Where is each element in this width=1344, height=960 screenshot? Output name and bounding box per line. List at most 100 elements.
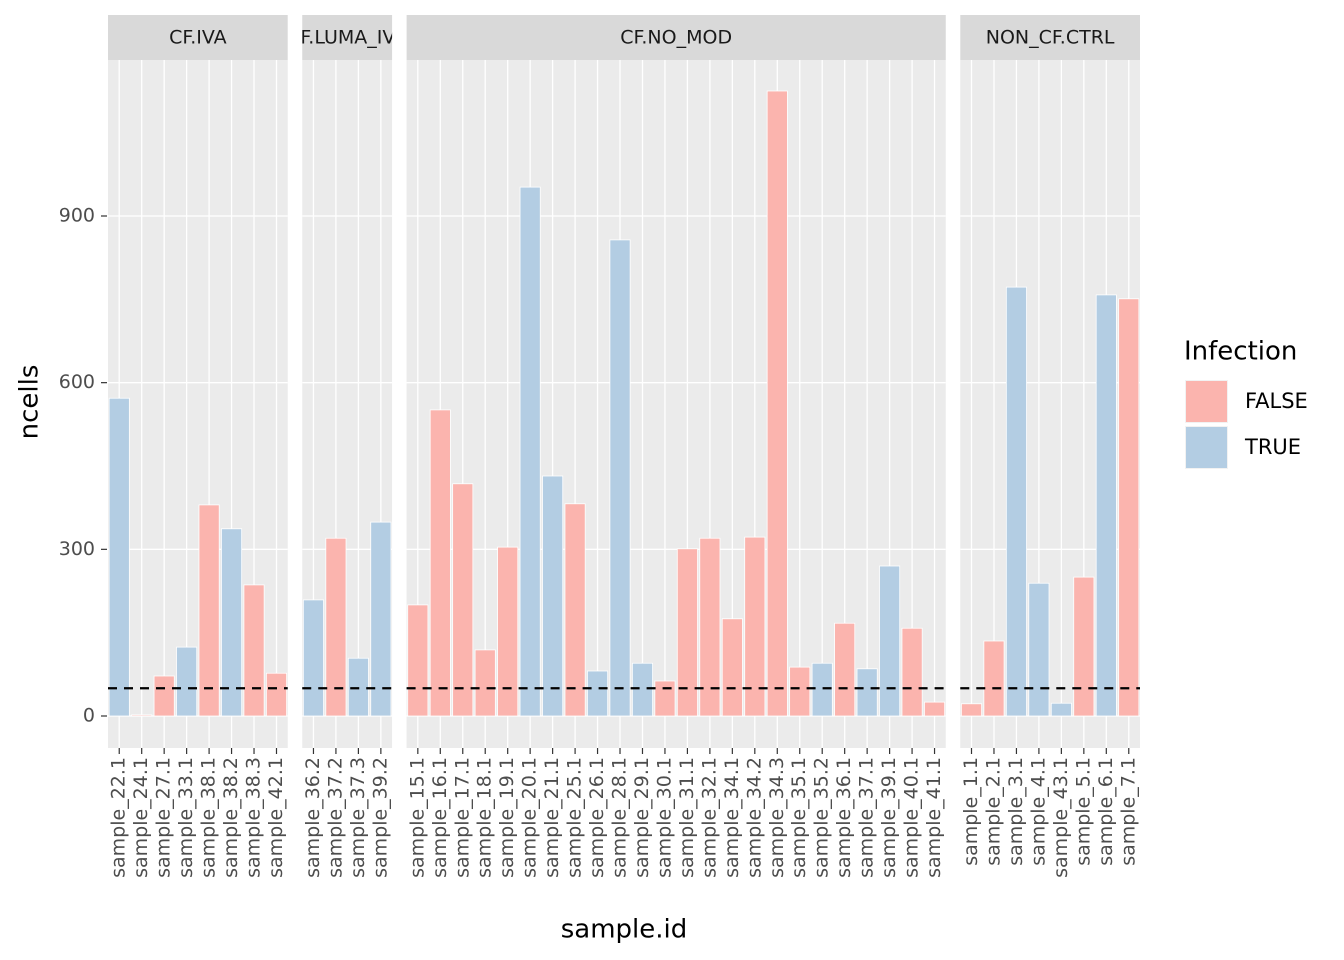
bar <box>609 239 631 717</box>
bar <box>766 90 788 717</box>
x-tick-label: sample_3.1 <box>1005 757 1027 866</box>
bar <box>407 604 429 717</box>
x-tick-label: sample_39.2 <box>369 757 391 878</box>
bar <box>924 701 946 717</box>
bar <box>699 537 721 717</box>
bar <box>564 503 586 717</box>
bar <box>542 475 564 717</box>
bar <box>676 548 698 717</box>
bar <box>108 397 130 717</box>
x-tick-label: sample_16.1 <box>429 757 451 878</box>
bar <box>153 675 175 717</box>
x-tick-label: sample_36.1 <box>833 757 855 878</box>
x-tick-label: sample_1.1 <box>960 757 982 866</box>
x-tick-label: sample_43.1 <box>1050 757 1072 878</box>
x-tick-label: sample_34.2 <box>743 757 765 878</box>
bar <box>474 649 496 717</box>
x-tick-label: sample_40.1 <box>901 757 923 878</box>
bar <box>1073 576 1095 717</box>
bar <box>1050 702 1072 717</box>
y-tick-label: 0 <box>83 705 95 727</box>
y-tick-label: 600 <box>59 371 95 393</box>
x-tick-label: sample_18.1 <box>474 757 496 878</box>
x-tick-label: sample_38.1 <box>198 757 220 878</box>
bar <box>811 662 833 717</box>
bar <box>744 536 766 717</box>
bar <box>654 680 676 717</box>
panel-background <box>406 60 946 748</box>
x-tick-label: sample_17.1 <box>451 757 473 878</box>
x-tick-label: sample_25.1 <box>564 757 586 878</box>
facet-title: CF.LUMA_IVA <box>287 27 407 49</box>
x-tick-label: sample_28.1 <box>609 757 631 878</box>
x-tick-label: sample_5.1 <box>1072 757 1094 866</box>
bar <box>1095 294 1117 717</box>
facet-title: CF.IVA <box>169 27 227 49</box>
bar <box>347 657 369 717</box>
legend-title: Infection <box>1184 337 1297 367</box>
bar <box>983 640 1005 717</box>
bar <box>901 627 923 717</box>
strip <box>406 15 946 60</box>
y-tick-label: 300 <box>59 538 95 560</box>
strip <box>108 15 288 60</box>
x-tick-label: sample_2.1 <box>982 757 1004 866</box>
x-tick-label: sample_39.1 <box>878 757 900 878</box>
x-tick-label: sample_37.1 <box>856 757 878 878</box>
legend-swatch <box>1186 427 1227 468</box>
bar <box>176 646 198 717</box>
strip <box>302 15 393 60</box>
x-tick-label: sample_34.3 <box>766 757 788 878</box>
x-tick-label: sample_20.1 <box>519 757 541 878</box>
bar <box>631 662 653 717</box>
x-tick-label: sample_7.1 <box>1117 757 1139 866</box>
x-tick-label: sample_42.1 <box>265 757 287 878</box>
y-axis-title: ncells <box>15 365 45 440</box>
x-tick-label: sample_4.1 <box>1027 757 1049 866</box>
bar <box>198 504 220 717</box>
y-tick-label: 900 <box>59 205 95 227</box>
x-tick-label: sample_35.1 <box>788 757 810 878</box>
bar <box>452 483 474 717</box>
bar <box>856 668 878 717</box>
x-tick-label: sample_32.1 <box>698 757 720 878</box>
legend-swatch <box>1186 381 1227 422</box>
x-tick-label: sample_34.1 <box>721 757 743 878</box>
bar <box>265 672 288 717</box>
x-tick-label: sample_33.1 <box>175 757 197 878</box>
x-tick-label: sample_36.2 <box>302 757 324 878</box>
bar <box>721 618 743 717</box>
bar <box>302 599 324 717</box>
bar <box>834 622 856 717</box>
bar <box>370 521 392 717</box>
bar <box>1028 582 1050 717</box>
x-tick-label: sample_21.1 <box>541 757 563 878</box>
bar <box>960 703 983 717</box>
bar <box>519 186 541 717</box>
bar <box>131 714 153 717</box>
x-tick-label: sample_24.1 <box>130 757 152 878</box>
strip <box>960 15 1140 60</box>
x-tick-label: sample_37.3 <box>347 757 369 878</box>
facet-title: CF.NO_MOD <box>620 27 732 49</box>
x-tick-label: sample_29.1 <box>631 757 653 878</box>
x-tick-label: sample_6.1 <box>1095 757 1117 866</box>
x-tick-label: sample_30.1 <box>653 757 675 878</box>
x-tick-label: sample_37.2 <box>324 757 346 878</box>
x-tick-label: sample_15.1 <box>406 757 428 878</box>
bar <box>879 565 901 717</box>
facet-title: NON_CF.CTRL <box>986 27 1115 49</box>
x-tick-label: sample_19.1 <box>496 757 518 878</box>
x-tick-label: sample_22.1 <box>108 757 130 878</box>
legend-label: TRUE <box>1244 435 1301 459</box>
bar <box>789 666 811 717</box>
x-tick-label: sample_27.1 <box>153 757 175 878</box>
x-tick-label: sample_35.2 <box>811 757 833 878</box>
bar <box>497 546 519 717</box>
x-tick-label: sample_26.1 <box>586 757 608 878</box>
x-tick-label: sample_41.1 <box>923 757 945 878</box>
x-axis-title: sample.id <box>561 915 688 945</box>
bar <box>1005 286 1027 717</box>
bar <box>221 528 243 717</box>
